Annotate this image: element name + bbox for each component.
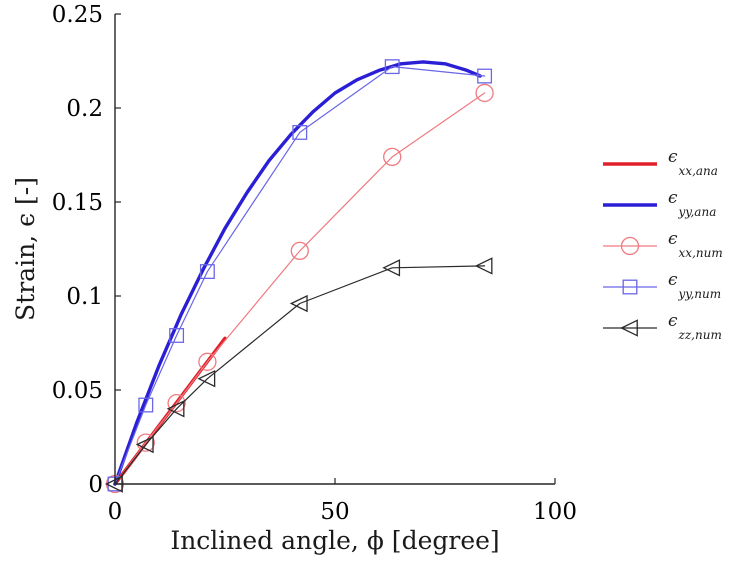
- data-point-zz-num: [166, 400, 185, 418]
- data-point-xx-num: [167, 394, 186, 413]
- ticks: 0 50 100 0 0.05 0.1 0.15 0.2 0.25: [52, 2, 577, 525]
- plot-area: [105, 59, 494, 494]
- series-xx-num: [105, 83, 494, 494]
- series-line-zz-num: [114, 265, 486, 485]
- legend-item-xx-ana: ϵxx,ana: [603, 147, 718, 178]
- data-point-zz-num: [474, 257, 493, 275]
- legend-label: ϵzz,num: [668, 311, 722, 342]
- y-tick-label: 0: [88, 472, 103, 498]
- series-line-yy-num: [114, 66, 486, 485]
- series-yy-ana: [113, 60, 482, 486]
- legend-marker: [620, 319, 638, 337]
- data-point-yy-num: [292, 124, 308, 140]
- data-point-xx-num: [383, 147, 402, 167]
- legend-label: ϵyy,ana: [668, 188, 716, 219]
- y-tick-label: 0.05: [52, 378, 103, 404]
- legend-item-xx-num: ϵxx,num: [603, 229, 723, 260]
- x-tick-label: 0: [108, 499, 123, 525]
- data-point-xx-num: [136, 433, 155, 452]
- y-tick-label: 0.15: [52, 190, 103, 216]
- data-point-xx-num: [475, 83, 494, 103]
- data-point-yy-num: [384, 59, 400, 75]
- data-point-xx-num: [198, 352, 217, 371]
- data-point-zz-num: [382, 259, 401, 277]
- legend-label: ϵxx,num: [668, 229, 723, 260]
- legend-item-zz-num: ϵzz,num: [603, 311, 722, 342]
- data-point-yy-num: [169, 328, 185, 343]
- y-tick-label: 0.2: [66, 96, 103, 122]
- y-axis-label: Strain, ϵ [-]: [11, 177, 40, 321]
- data-point-yy-num: [477, 68, 493, 84]
- data-point-zz-num: [289, 294, 308, 313]
- legend-item-yy-num: ϵyy,num: [603, 270, 721, 301]
- legend-marker: [620, 236, 640, 256]
- series-line-xx-num: [114, 92, 486, 485]
- series-line-yy-ana: [113, 60, 482, 486]
- x-tick-label: 50: [320, 499, 349, 525]
- y-tick-label: 0.25: [52, 2, 103, 28]
- data-point-xx-num: [290, 241, 309, 261]
- legend-marker: [622, 279, 638, 295]
- data-point-yy-num: [199, 264, 215, 280]
- legend-item-yy-ana: ϵyy,ana: [603, 188, 716, 219]
- y-tick-label: 0.1: [66, 284, 103, 310]
- legend-label: ϵxx,ana: [668, 147, 718, 178]
- x-axis-label: Inclined angle, ϕ [degree]: [170, 526, 499, 555]
- axes: [114, 14, 555, 485]
- data-point-zz-num: [135, 435, 154, 454]
- data-point-yy-num: [138, 397, 154, 413]
- series-zz-num: [105, 257, 493, 493]
- legend-label: ϵyy,num: [668, 270, 721, 301]
- legend: ϵxx,ana ϵyy,ana ϵxx,num ϵyy,num ϵzz,num: [603, 147, 723, 342]
- x-tick-label: 100: [533, 499, 577, 525]
- data-point-zz-num: [197, 370, 216, 388]
